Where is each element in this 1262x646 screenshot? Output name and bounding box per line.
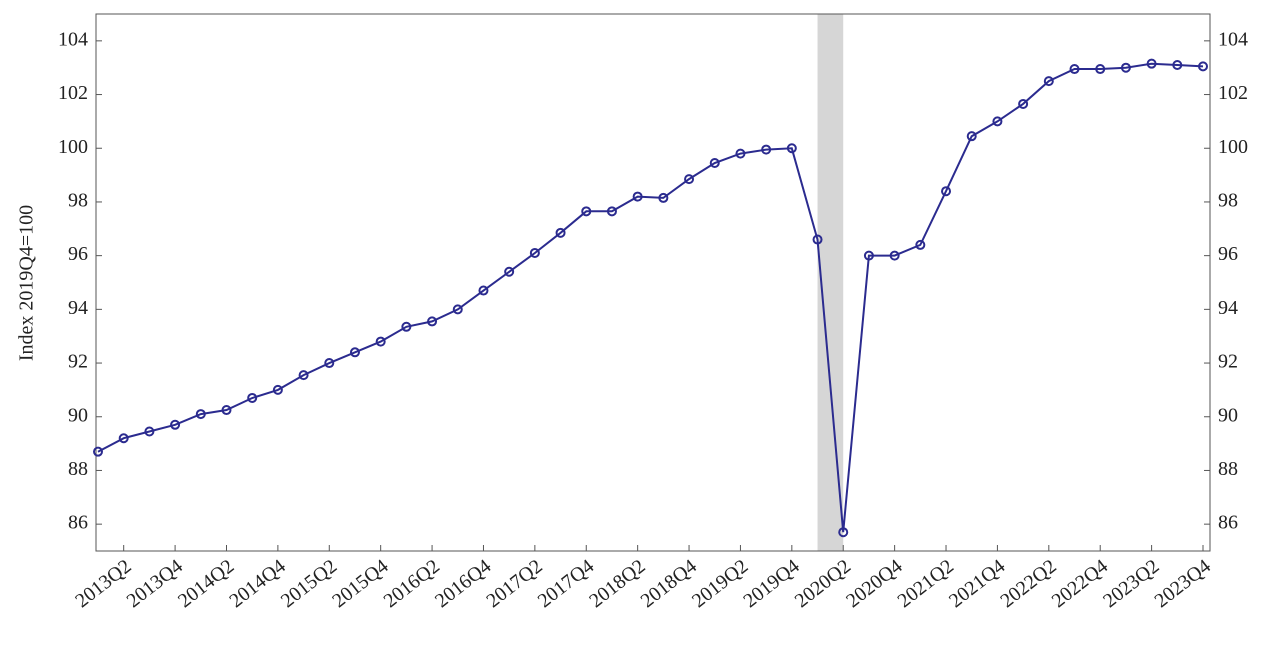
data-point [1120, 62, 1131, 73]
y-tick-label: 96 [68, 243, 88, 265]
x-tick-label: 2020Q2 [791, 555, 855, 612]
y-tick-label: 98 [68, 190, 88, 212]
y-tick-label: 92 [68, 351, 88, 373]
x-tick-label: 2013Q2 [71, 555, 135, 612]
y-tick-label-right: 86 [1218, 512, 1238, 534]
data-point [1043, 76, 1054, 87]
x-tick-label: 2023Q4 [1151, 555, 1215, 612]
data-point [684, 174, 695, 185]
data-point [401, 321, 412, 332]
data-point [709, 158, 720, 169]
data-point [1172, 60, 1183, 71]
data-point [195, 409, 206, 420]
data-point [93, 446, 103, 457]
data-point [863, 250, 874, 261]
data-point [427, 316, 438, 327]
y-tick-label: 90 [68, 404, 88, 426]
x-tick-label: 2016Q4 [431, 555, 495, 612]
y-tick-label: 88 [68, 458, 88, 480]
data-point [1095, 64, 1106, 75]
x-tick-label: 2015Q4 [328, 555, 392, 612]
data-point [349, 347, 360, 358]
x-tick-label: 2013Q4 [123, 555, 187, 612]
y-tick-label-right: 88 [1218, 458, 1238, 480]
data-point [812, 234, 823, 245]
y-tick-label-right: 90 [1218, 404, 1238, 426]
y-tick-label: 94 [68, 297, 88, 319]
data-point [735, 148, 746, 159]
plot-frame [95, 13, 1211, 552]
data-point [786, 143, 797, 154]
data-point [324, 358, 335, 369]
x-tick-label: 2015Q2 [277, 555, 341, 612]
y-tick-label-right: 94 [1218, 297, 1238, 319]
x-tick-label: 2020Q4 [842, 555, 906, 612]
data-point [221, 405, 232, 416]
data-point [632, 191, 643, 202]
data-point [144, 426, 155, 437]
x-tick-label: 2022Q2 [996, 555, 1060, 612]
data-point [581, 206, 592, 217]
x-tick-label: 2018Q4 [637, 555, 701, 612]
data-point [529, 247, 540, 258]
data-point [966, 131, 977, 142]
y-axis-label: Index 2019Q4=100 [16, 205, 38, 361]
data-point [889, 250, 900, 261]
data-point [658, 192, 669, 203]
x-tick-label: 2023Q2 [1099, 555, 1163, 612]
y-tick-label: 102 [58, 82, 88, 104]
x-tick-label: 2014Q4 [225, 555, 289, 612]
data-point [478, 285, 489, 296]
x-tick-label: 2021Q4 [945, 555, 1009, 612]
data-point [298, 370, 309, 381]
data-point [1018, 98, 1029, 109]
data-point [606, 206, 617, 217]
y-tick-label: 104 [58, 28, 88, 50]
data-point [838, 527, 849, 538]
x-tick-label: 2019Q2 [688, 555, 752, 612]
y-tick-label-right: 102 [1218, 82, 1248, 104]
x-tick-label: 2016Q2 [380, 555, 444, 612]
data-point [555, 227, 566, 238]
x-tick-label: 2021Q2 [894, 555, 958, 612]
x-tick-label: 2017Q4 [534, 555, 598, 612]
data-point [247, 392, 258, 403]
y-tick-label-right: 92 [1218, 351, 1238, 373]
data-point [941, 186, 952, 197]
data-point [761, 144, 772, 155]
data-point [170, 419, 181, 430]
y-tick-label: 100 [58, 136, 88, 158]
y-tick-label: 86 [68, 512, 88, 534]
data-point [272, 384, 283, 395]
x-tick-label: 2022Q4 [1048, 555, 1112, 612]
data-point [1146, 58, 1157, 69]
x-tick-label: 2019Q4 [739, 555, 803, 612]
data-point [1198, 61, 1208, 72]
data-point [504, 266, 515, 277]
y-tick-label-right: 98 [1218, 190, 1238, 212]
y-tick-label-right: 104 [1218, 28, 1248, 50]
data-point [915, 239, 926, 250]
x-tick-label: 2014Q2 [174, 555, 238, 612]
x-tick-label: 2018Q2 [585, 555, 649, 612]
data-point [1069, 64, 1080, 75]
series-line [97, 62, 1204, 533]
y-tick-label-right: 100 [1218, 136, 1248, 158]
data-point [375, 336, 386, 347]
data-point [992, 116, 1003, 127]
y-tick-label-right: 96 [1218, 243, 1238, 265]
data-point [118, 433, 129, 444]
x-tick-label: 2017Q2 [482, 555, 546, 612]
data-point [452, 304, 463, 315]
